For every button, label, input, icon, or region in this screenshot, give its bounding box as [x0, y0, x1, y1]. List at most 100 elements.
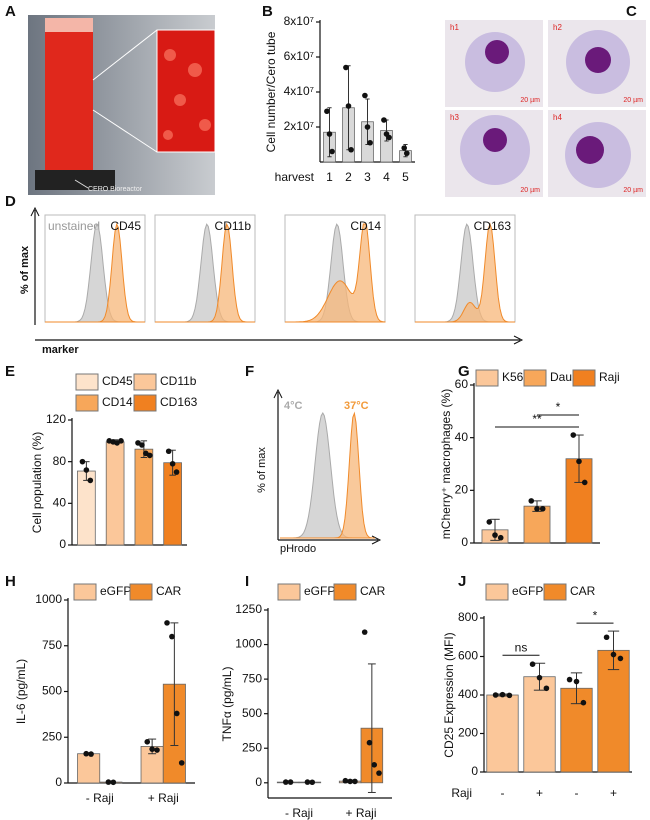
y-axis-label: TNFα (pg/mL) [220, 667, 234, 742]
marker-label: CD11b [215, 219, 252, 233]
data-point [376, 770, 382, 776]
data-point [361, 629, 368, 635]
data-point [83, 467, 90, 473]
legend-swatch [73, 583, 97, 601]
data-point [386, 134, 392, 141]
bar [134, 448, 154, 546]
data-point [87, 477, 94, 484]
data-point [573, 678, 580, 685]
data-point [492, 532, 498, 538]
flow-d: % of max marker unstained [19, 206, 524, 356]
bar [523, 676, 556, 773]
axis-label: % of max [19, 245, 31, 294]
legend-label: eGFP [512, 584, 543, 598]
legend-label: Raji [599, 370, 620, 384]
x-tick-label: 2 [345, 170, 352, 184]
data-point [403, 150, 410, 157]
significance-label: * [593, 608, 598, 622]
data-point [401, 145, 408, 151]
x-tick-label: - [575, 786, 579, 800]
y-tick-label: 200 [458, 726, 478, 740]
data-point [169, 633, 175, 640]
panel-label: I [245, 573, 249, 590]
legend-swatch [333, 583, 357, 601]
data-point [499, 691, 506, 698]
data-point [174, 710, 180, 717]
bar [105, 441, 125, 546]
legend-swatch [133, 394, 157, 412]
data-point [371, 762, 378, 768]
data-point [304, 779, 311, 785]
y-tick-label: 250 [242, 740, 262, 754]
y-tick-label: 0 [471, 764, 478, 778]
data-point [146, 452, 153, 459]
x-tick-label: + Raji [345, 806, 376, 820]
data-point [178, 760, 185, 766]
bar [523, 505, 551, 544]
marker-histogram [415, 222, 515, 323]
legend-swatch [523, 369, 547, 387]
legend-swatch [572, 369, 596, 387]
panel-label: A [5, 3, 16, 20]
data-point [154, 747, 160, 753]
control-histogram [155, 223, 255, 323]
legend-label: CD45 [102, 374, 133, 388]
data-point [364, 124, 371, 130]
data-point [347, 778, 353, 785]
axis-label: % of max [256, 447, 268, 493]
legend-label: K562 [502, 370, 530, 384]
cell-label: h4 [553, 113, 562, 122]
data-point [83, 750, 89, 757]
sample-label: 37°C [344, 400, 369, 412]
data-point [345, 103, 352, 109]
marker-histogram [155, 222, 255, 323]
data-point [610, 651, 617, 658]
data-point [173, 469, 180, 475]
y-tick-label: 20 [455, 483, 469, 497]
cell-label: h1 [450, 23, 459, 32]
control-label: 4°C [284, 400, 303, 412]
data-point [348, 146, 354, 153]
y-tick-label: 80 [53, 454, 67, 468]
data-point [603, 634, 610, 641]
data-point [287, 779, 294, 785]
data-point [326, 131, 333, 137]
y-tick-label: 400 [458, 687, 478, 701]
legend-swatch [75, 373, 99, 391]
legend-label: CAR [156, 584, 182, 598]
y-tick-label: 750 [42, 638, 62, 652]
data-point [566, 676, 573, 683]
legend-swatch [475, 369, 499, 387]
legend-label: CAR [360, 584, 386, 598]
scale-bar: 20 µm [520, 97, 540, 104]
significance-label: ** [532, 412, 542, 426]
y-tick-label: 1000 [35, 592, 62, 606]
panel-label: G [458, 363, 470, 380]
y-tick-label: 0 [255, 775, 262, 789]
data-point [169, 460, 176, 467]
legend-label: eGFP [304, 584, 335, 598]
data-point [570, 432, 577, 438]
y-tick-label: 750 [242, 671, 262, 685]
data-point [576, 458, 582, 465]
x-tick-label: 5 [402, 170, 409, 184]
panel-label: E [5, 363, 15, 380]
cell-label: h3 [450, 113, 459, 122]
legend-swatch [129, 583, 153, 601]
y-tick-label: 800 [458, 610, 478, 624]
data-point [528, 498, 535, 504]
y-tick-label: 6x10⁷ [284, 49, 314, 63]
data-point [536, 674, 543, 681]
x-tick-label: 3 [364, 170, 371, 184]
data-point [144, 739, 151, 745]
y-tick-label: 40 [53, 496, 67, 510]
legend-label: CAR [570, 584, 596, 598]
data-point [534, 505, 540, 512]
y-axis-label: Cell number/Cero tube [264, 31, 278, 152]
data-point [282, 779, 289, 785]
data-point [149, 746, 155, 752]
data-point [617, 655, 624, 662]
photo-c: h1 h2 h3 h4 20 µm 20 µm 20 µm 20 µm [445, 20, 646, 197]
data-point [105, 779, 112, 785]
y-tick-label: 120 [46, 412, 66, 426]
